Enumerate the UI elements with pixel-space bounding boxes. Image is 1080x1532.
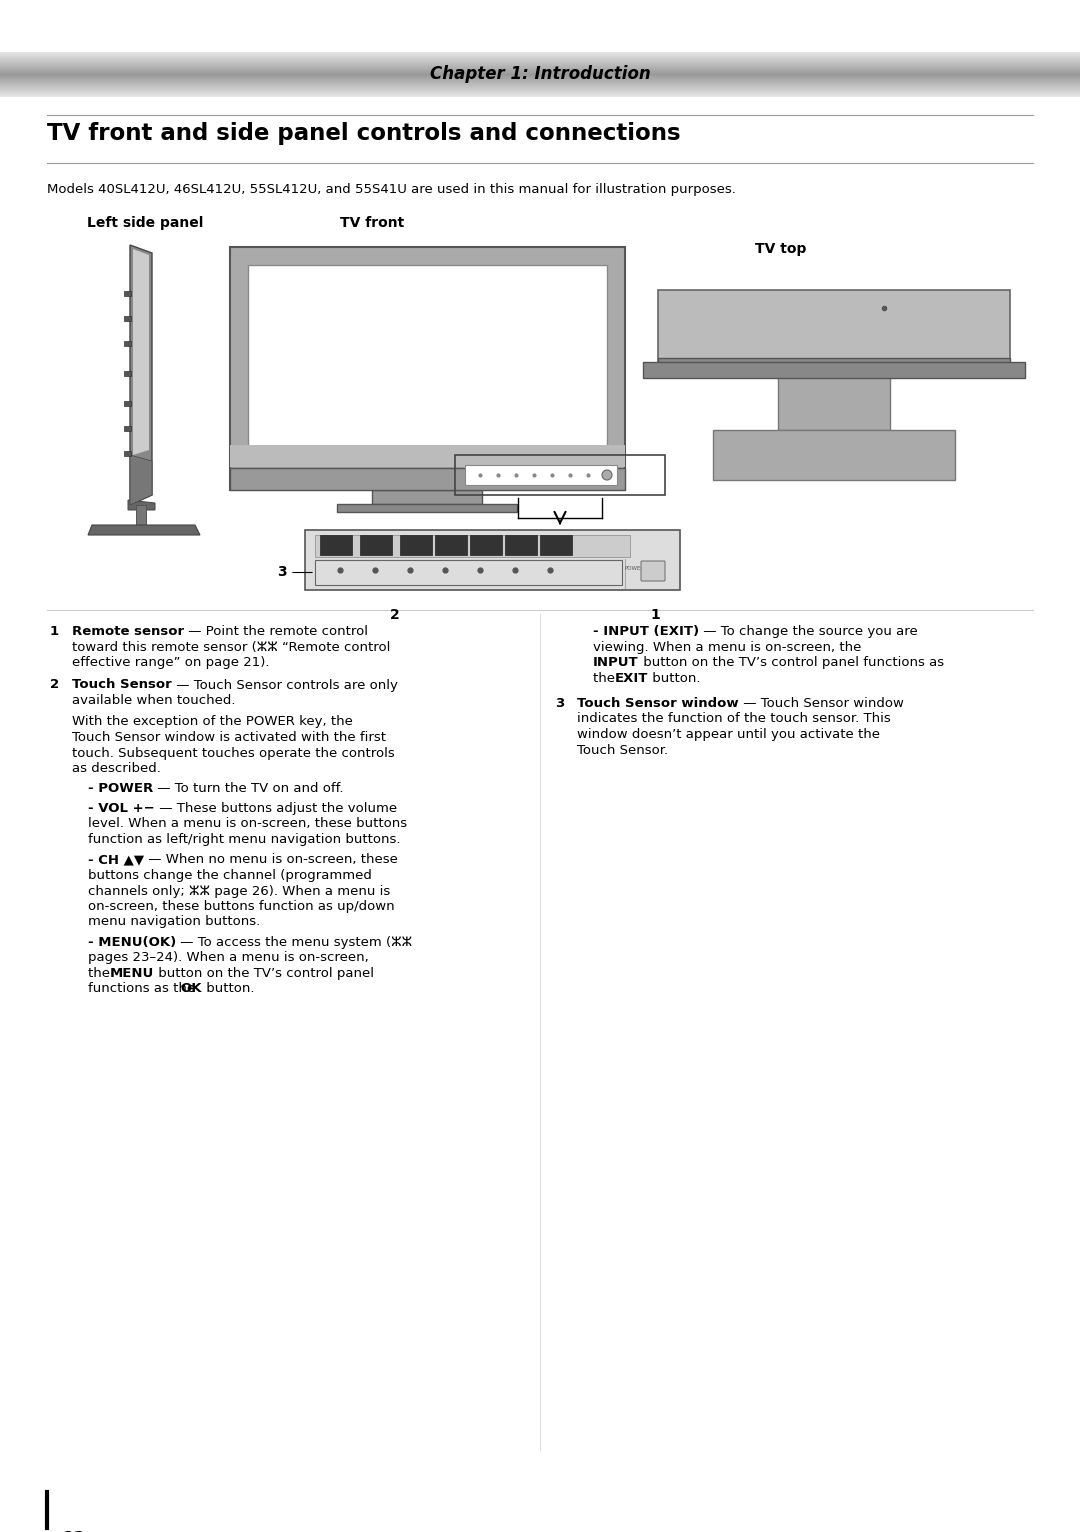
Text: Models 40SL412U, 46SL412U, 55SL412U, and 55S41U are used in this manual for illu: Models 40SL412U, 46SL412U, 55SL412U, and… bbox=[48, 182, 735, 196]
Bar bbox=[360, 535, 392, 555]
Text: - MENU(OK): - MENU(OK) bbox=[87, 936, 176, 948]
Text: menu navigation buttons.: menu navigation buttons. bbox=[87, 916, 260, 928]
Text: — Touch Sensor controls are only: — Touch Sensor controls are only bbox=[172, 679, 397, 691]
Text: available when touched.: available when touched. bbox=[72, 694, 235, 706]
Bar bbox=[778, 371, 890, 430]
Bar bbox=[505, 535, 537, 555]
Text: Touch Sensor window is activated with the first: Touch Sensor window is activated with th… bbox=[72, 731, 386, 745]
Text: TV top: TV top bbox=[755, 242, 807, 256]
Text: the: the bbox=[87, 967, 114, 980]
Text: - VOL +−: - VOL +− bbox=[87, 801, 154, 815]
Circle shape bbox=[602, 470, 612, 480]
Text: Left side panel: Left side panel bbox=[87, 216, 203, 230]
Bar bbox=[540, 535, 572, 555]
Bar bbox=[136, 506, 146, 525]
Text: channels only; ⵣⵣ page 26). When a menu is: channels only; ⵣⵣ page 26). When a menu … bbox=[87, 884, 390, 898]
Text: 3: 3 bbox=[278, 565, 287, 579]
Bar bbox=[124, 371, 131, 375]
Bar bbox=[124, 342, 131, 346]
Text: 12: 12 bbox=[62, 1530, 85, 1532]
Text: functions as the: functions as the bbox=[87, 982, 200, 996]
Text: level. When a menu is on-screen, these buttons: level. When a menu is on-screen, these b… bbox=[87, 818, 407, 830]
Text: OK: OK bbox=[180, 982, 202, 996]
Polygon shape bbox=[87, 525, 200, 535]
Bar bbox=[465, 466, 617, 486]
Text: - INPUT (EXIT): - INPUT (EXIT) bbox=[593, 625, 699, 637]
Text: as described.: as described. bbox=[72, 761, 161, 775]
Bar bbox=[455, 455, 665, 495]
Bar bbox=[435, 535, 467, 555]
Bar bbox=[124, 401, 131, 406]
Polygon shape bbox=[130, 455, 152, 506]
Text: touch. Subsequent touches operate the controls: touch. Subsequent touches operate the co… bbox=[72, 746, 395, 760]
Text: button.: button. bbox=[648, 671, 701, 685]
Text: pages 23–24). When a menu is on-screen,: pages 23–24). When a menu is on-screen, bbox=[87, 951, 368, 965]
Text: — Touch Sensor window: — Touch Sensor window bbox=[739, 697, 904, 709]
Text: window doesn’t appear until you activate the: window doesn’t appear until you activate… bbox=[577, 728, 880, 741]
FancyBboxPatch shape bbox=[642, 561, 665, 581]
Text: effective range” on page 21).: effective range” on page 21). bbox=[72, 656, 270, 669]
Text: button on the TV’s control panel functions as: button on the TV’s control panel functio… bbox=[638, 656, 944, 669]
Text: - CH ▲▼: - CH ▲▼ bbox=[87, 853, 144, 867]
Text: viewing. When a menu is on-screen, the: viewing. When a menu is on-screen, the bbox=[593, 640, 862, 654]
Text: POWER: POWER bbox=[625, 565, 645, 571]
Bar bbox=[230, 467, 625, 490]
Text: indicates the function of the touch sensor. This: indicates the function of the touch sens… bbox=[577, 712, 891, 726]
Text: Touch Sensor.: Touch Sensor. bbox=[577, 743, 669, 757]
Bar bbox=[400, 535, 432, 555]
Text: INPUT: INPUT bbox=[593, 656, 638, 669]
Text: - POWER: - POWER bbox=[87, 781, 153, 795]
Bar bbox=[248, 265, 607, 466]
Bar bbox=[470, 535, 502, 555]
Text: toward this remote sensor (ⵣⵣ “Remote control: toward this remote sensor (ⵣⵣ “Remote co… bbox=[72, 640, 390, 654]
Text: MENU: MENU bbox=[110, 967, 154, 980]
Bar bbox=[658, 290, 1010, 371]
Bar bbox=[315, 535, 630, 558]
Bar bbox=[124, 450, 131, 457]
Text: TV front: TV front bbox=[340, 216, 404, 230]
Text: the: the bbox=[593, 671, 619, 685]
Bar bbox=[372, 490, 482, 504]
Text: on-screen, these buttons function as up/down: on-screen, these buttons function as up/… bbox=[87, 899, 394, 913]
Bar bbox=[230, 444, 625, 467]
Text: button on the TV’s control panel: button on the TV’s control panel bbox=[154, 967, 375, 980]
Bar bbox=[305, 530, 680, 590]
Bar bbox=[124, 291, 131, 296]
Text: — When no menu is on-screen, these: — When no menu is on-screen, these bbox=[144, 853, 399, 867]
Bar bbox=[320, 535, 352, 555]
Text: 1: 1 bbox=[650, 608, 660, 622]
Text: 3: 3 bbox=[555, 697, 564, 709]
Text: function as left/right menu navigation buttons.: function as left/right menu navigation b… bbox=[87, 833, 401, 846]
Polygon shape bbox=[129, 499, 156, 510]
Text: button.: button. bbox=[202, 982, 254, 996]
Bar bbox=[315, 561, 622, 585]
Bar bbox=[713, 430, 955, 480]
Text: 2: 2 bbox=[390, 608, 400, 622]
Text: TV front and side panel controls and connections: TV front and side panel controls and con… bbox=[48, 123, 680, 146]
Text: — To access the menu system (ⵣⵣ: — To access the menu system (ⵣⵣ bbox=[176, 936, 413, 948]
Bar bbox=[658, 358, 1010, 371]
Text: — These buttons adjust the volume: — These buttons adjust the volume bbox=[154, 801, 396, 815]
Text: 1: 1 bbox=[50, 625, 59, 637]
Bar bbox=[124, 316, 131, 322]
Bar bbox=[124, 426, 131, 430]
Polygon shape bbox=[133, 250, 149, 455]
Bar bbox=[643, 362, 1025, 378]
FancyBboxPatch shape bbox=[230, 247, 625, 490]
Text: Touch Sensor: Touch Sensor bbox=[72, 679, 172, 691]
Text: Remote sensor: Remote sensor bbox=[72, 625, 184, 637]
Text: buttons change the channel (programmed: buttons change the channel (programmed bbox=[87, 869, 372, 882]
Polygon shape bbox=[130, 245, 152, 506]
Text: Touch Sensor window: Touch Sensor window bbox=[577, 697, 739, 709]
Text: Chapter 1: Introduction: Chapter 1: Introduction bbox=[430, 64, 650, 83]
Text: EXIT: EXIT bbox=[615, 671, 648, 685]
Bar bbox=[337, 504, 517, 512]
Text: — To change the source you are: — To change the source you are bbox=[699, 625, 918, 637]
Text: 2: 2 bbox=[50, 679, 59, 691]
Text: — To turn the TV on and off.: — To turn the TV on and off. bbox=[153, 781, 343, 795]
Bar bbox=[809, 371, 859, 375]
Text: — Point the remote control: — Point the remote control bbox=[184, 625, 368, 637]
Text: With the exception of the POWER key, the: With the exception of the POWER key, the bbox=[72, 715, 353, 729]
